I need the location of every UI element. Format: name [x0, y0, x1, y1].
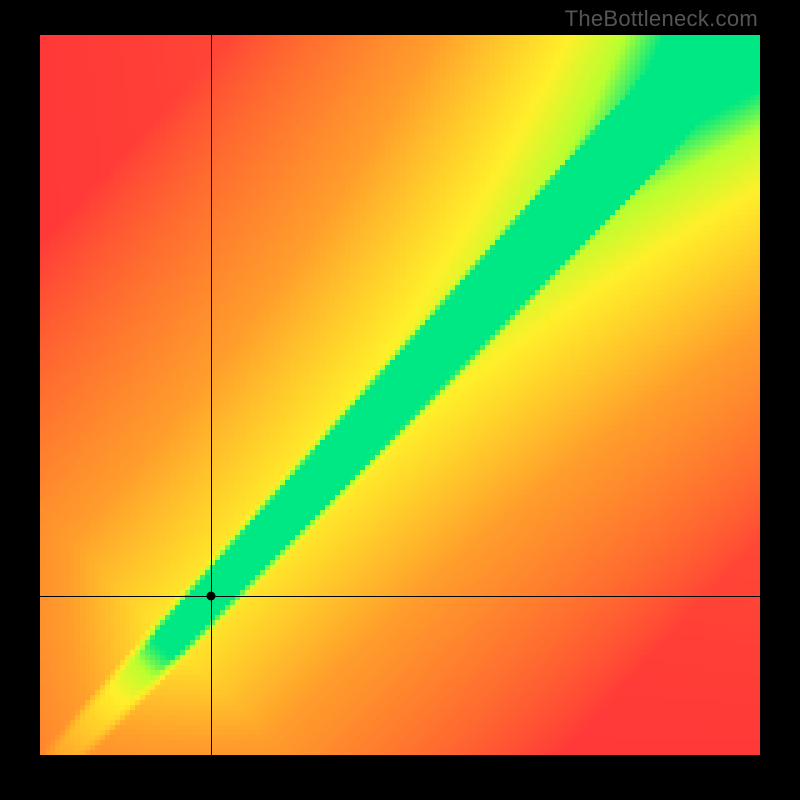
bottleneck-marker — [207, 591, 216, 600]
crosshair-horizontal — [40, 596, 760, 597]
heatmap-plot — [40, 35, 760, 755]
crosshair-vertical — [211, 35, 212, 755]
watermark-text: TheBottleneck.com — [565, 6, 758, 32]
heatmap-canvas — [40, 35, 760, 755]
